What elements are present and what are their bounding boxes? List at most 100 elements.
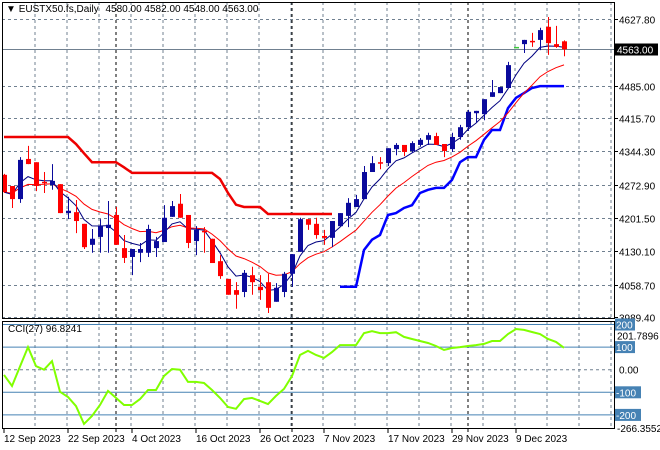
candle-body [338, 213, 343, 227]
candle-body [362, 172, 367, 200]
candle-body [410, 143, 415, 152]
x-axis-label: 26 Oct 2023 [260, 434, 315, 445]
candle [450, 132, 455, 152]
candle-body [314, 223, 319, 236]
candle-body [450, 137, 455, 150]
x-axis-label: 4 Oct 2023 [132, 434, 181, 445]
candle-body [170, 206, 175, 217]
candle-body [50, 180, 55, 186]
y-axis-label: 4130.10 [619, 248, 656, 259]
candle [298, 217, 303, 252]
candle [554, 25, 559, 48]
candle-body [234, 290, 239, 295]
candle-body [530, 40, 535, 43]
y-axis-label: 4485.00 [619, 83, 656, 94]
candle-body [562, 41, 567, 50]
candle [506, 61, 511, 88]
candle [386, 148, 391, 166]
candle [66, 196, 71, 220]
candle-body [202, 230, 207, 233]
candle [498, 87, 503, 94]
candle-body [394, 144, 399, 150]
y-axis-label: 4627.80 [619, 16, 656, 27]
lower-band-line [340, 84, 564, 289]
candle [154, 236, 159, 257]
candle [562, 40, 567, 57]
candle [370, 156, 375, 173]
candle [426, 132, 431, 145]
candle-body [218, 261, 223, 277]
candle-body [98, 226, 103, 237]
current-price-label: 4563.00 [617, 46, 654, 57]
candle-body [442, 144, 447, 152]
candle-body [178, 203, 183, 218]
candle-body [2, 174, 7, 193]
candle-body [466, 111, 471, 128]
candle [330, 221, 335, 248]
symbol-label: EUSTX50.fs,Daily [18, 4, 99, 15]
candle-body [18, 159, 23, 200]
candle-body [34, 162, 39, 187]
candle [122, 235, 127, 264]
candle [202, 227, 207, 253]
candle-body [226, 278, 231, 295]
candle-body [42, 181, 47, 184]
candle-body [482, 99, 487, 115]
candle-body [546, 26, 551, 44]
candle [194, 226, 199, 256]
ema-slow-line [3, 64, 565, 276]
candle [538, 27, 543, 51]
candle [442, 144, 447, 158]
candle [130, 249, 135, 276]
candle [522, 39, 527, 53]
candle [474, 110, 479, 124]
candle [98, 219, 103, 253]
ema-fast-line [3, 45, 565, 291]
candle-body [354, 199, 359, 208]
candle-body [458, 127, 463, 138]
candle-body [322, 235, 327, 238]
candle-body [346, 202, 351, 216]
main-panel-frame [2, 2, 615, 319]
candle [234, 282, 239, 309]
candle-body [114, 214, 119, 245]
candle [530, 32, 535, 47]
candle-body [370, 163, 375, 173]
cci-indicator-label: CCI(27) 96.8241 [8, 324, 82, 335]
candle-body [378, 162, 383, 164]
candle-body [82, 223, 87, 248]
candle [186, 214, 191, 249]
candle-body [194, 229, 199, 242]
candle [402, 144, 407, 157]
collapse-triangle-icon[interactable]: ▼ [6, 4, 16, 15]
candle [482, 99, 487, 121]
cci-level-box [615, 408, 641, 421]
chart-title: ▼ EUSTX50.fs,Daily 4580.00 4582.00 4548.… [6, 4, 258, 15]
candle-body [514, 46, 519, 49]
candle [274, 283, 279, 302]
candle [74, 200, 79, 234]
cci-level-label: -100 [616, 388, 636, 399]
candle-body [498, 87, 503, 94]
candle-body [274, 287, 279, 302]
candle [434, 132, 439, 145]
cci-level-box [615, 386, 641, 399]
candle-body [426, 135, 431, 140]
candle-body [290, 254, 295, 274]
candle-body [522, 39, 527, 45]
y-axis-label: 4415.70 [619, 115, 656, 126]
candle-body [298, 219, 303, 252]
candle [10, 186, 15, 208]
x-axis-label: 9 Dec 2023 [516, 434, 568, 445]
candle [466, 109, 471, 131]
candle [378, 157, 383, 170]
candle-body [130, 249, 135, 257]
candle-body [210, 238, 215, 264]
candle [306, 219, 311, 230]
candle-body [386, 148, 391, 164]
candle-body [266, 282, 271, 308]
x-axis-label: 17 Nov 2023 [388, 434, 445, 445]
candle [210, 238, 215, 264]
